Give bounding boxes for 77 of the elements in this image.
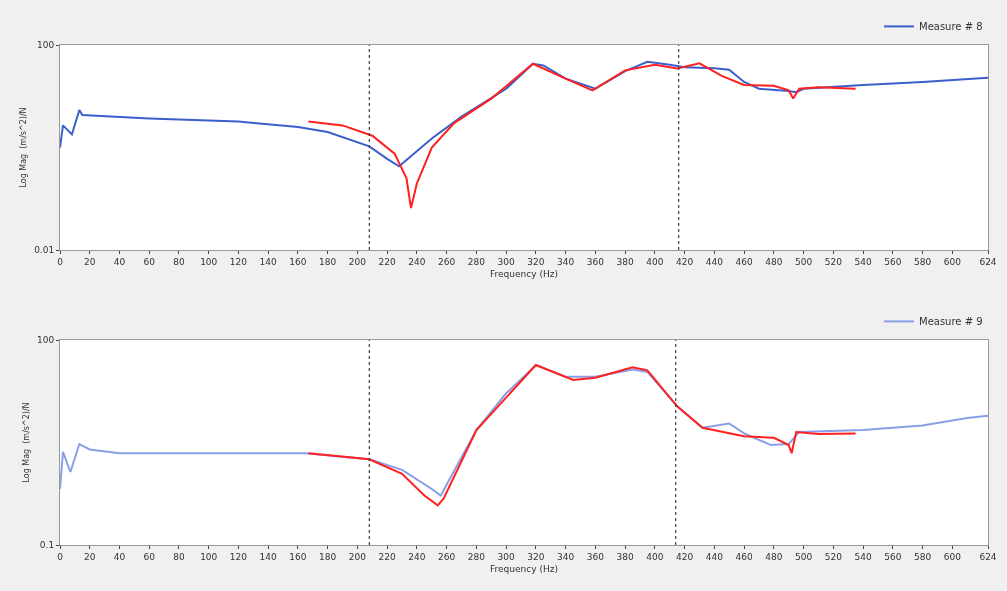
x-tick-label: 40 xyxy=(113,551,126,562)
x-tick-label: 100 xyxy=(200,551,218,562)
x-tick-label: 220 xyxy=(378,551,397,562)
x-axis-title: Frequency (Hz) xyxy=(490,563,558,574)
x-tick-label: 280 xyxy=(467,256,486,267)
x-tick-label: 480 xyxy=(765,551,783,562)
x-tick-label: 380 xyxy=(616,256,634,267)
x-tick-label: 240 xyxy=(408,551,426,562)
x-tick-label: 260 xyxy=(438,551,456,562)
x-tick-label: 360 xyxy=(586,256,605,267)
x-tick-label: 180 xyxy=(319,256,337,267)
x-tick-label: 20 xyxy=(84,256,96,267)
x-tick-label: 40 xyxy=(113,256,126,267)
x-tick-label: 540 xyxy=(854,551,872,562)
x-tick-label: 560 xyxy=(884,551,902,562)
y-tick-label: 100 xyxy=(37,40,55,51)
legend-label: Measure # 8 xyxy=(919,21,983,33)
x-tick-label: 80 xyxy=(173,551,185,562)
x-tick-label: 80 xyxy=(173,256,185,267)
x-tick-label: 440 xyxy=(705,551,724,562)
line-series xyxy=(60,60,988,168)
x-tick-label: 320 xyxy=(527,551,545,562)
x-tick-label: 580 xyxy=(913,256,932,267)
x-tick-label: 160 xyxy=(289,551,307,562)
x-tick-label: 300 xyxy=(497,551,516,562)
line-series xyxy=(307,364,857,507)
x-tick-label: 560 xyxy=(884,256,902,267)
x-tick-label: 624 xyxy=(979,256,997,267)
x-tick-label: 520 xyxy=(824,256,843,267)
y-axis-title: Log Mag (m/s^2)/N xyxy=(21,402,31,483)
x-tick-label: 480 xyxy=(765,256,783,267)
x-tick-label: 240 xyxy=(408,256,426,267)
x-tick-label: 420 xyxy=(676,551,694,562)
x-tick-label: 120 xyxy=(229,256,248,267)
x-tick-label: 100 xyxy=(200,256,218,267)
legend-label: Measure # 9 xyxy=(919,316,983,328)
x-tick-label: 200 xyxy=(348,551,367,562)
x-tick-label: 500 xyxy=(795,256,813,267)
line-series xyxy=(307,62,857,209)
x-tick-label: 400 xyxy=(646,256,664,267)
x-tick-label: 140 xyxy=(259,551,278,562)
x-tick-label: 440 xyxy=(705,256,724,267)
x-tick-label: 460 xyxy=(735,256,753,267)
x-tick-label: 0 xyxy=(57,551,64,562)
x-tick-label: 160 xyxy=(289,256,307,267)
x-tick-label: 60 xyxy=(143,256,156,267)
x-axis-title: Frequency (Hz) xyxy=(490,268,558,279)
x-tick-label: 0 xyxy=(57,256,64,267)
x-tick-label: 220 xyxy=(378,256,397,267)
x-tick-label: 280 xyxy=(467,551,486,562)
y-tick-label: 100 xyxy=(37,335,55,346)
x-tick-label: 540 xyxy=(854,256,872,267)
x-tick-label: 340 xyxy=(557,256,575,267)
x-tick-label: 120 xyxy=(229,551,248,562)
x-tick-label: 20 xyxy=(84,551,96,562)
x-tick-label: 580 xyxy=(913,551,932,562)
x-tick-label: 420 xyxy=(676,256,694,267)
x-tick-label: 320 xyxy=(527,256,545,267)
x-tick-label: 400 xyxy=(646,551,664,562)
y-axis-title: Log Mag (m/s^2)/N xyxy=(18,107,28,188)
x-tick-label: 300 xyxy=(497,256,516,267)
x-tick-label: 140 xyxy=(259,256,278,267)
y-tick-label: 0.1 xyxy=(39,540,55,551)
x-tick-label: 520 xyxy=(824,551,843,562)
y-tick-label: 0.01 xyxy=(34,245,55,256)
x-tick-label: 624 xyxy=(979,551,997,562)
x-tick-label: 360 xyxy=(586,551,605,562)
x-tick-label: 600 xyxy=(943,551,962,562)
x-tick-label: 600 xyxy=(943,256,962,267)
x-tick-label: 180 xyxy=(319,551,337,562)
x-tick-label: 260 xyxy=(438,256,456,267)
x-tick-label: 460 xyxy=(735,551,753,562)
x-tick-label: 200 xyxy=(348,256,367,267)
x-tick-label: 380 xyxy=(616,551,634,562)
x-tick-label: 340 xyxy=(557,551,575,562)
x-tick-label: 500 xyxy=(795,551,813,562)
x-tick-label: 60 xyxy=(143,551,156,562)
